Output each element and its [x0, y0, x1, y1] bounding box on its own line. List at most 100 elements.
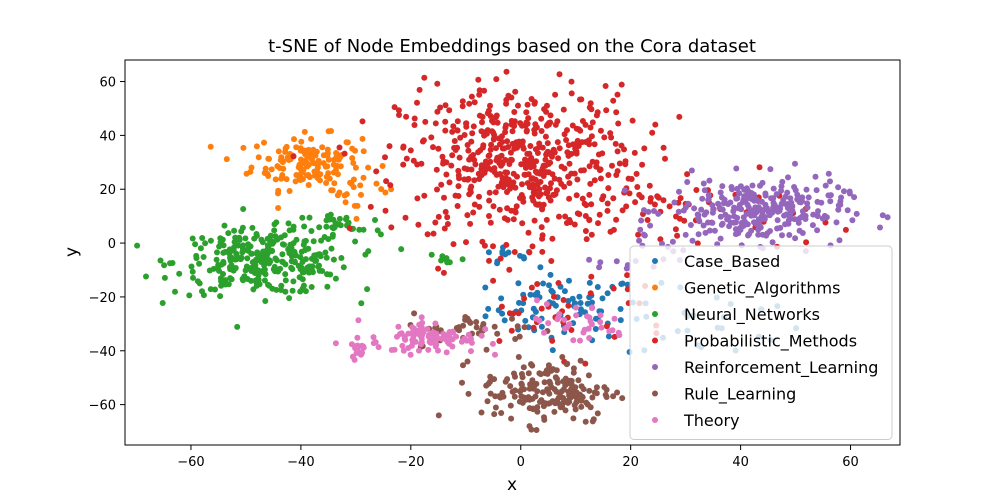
- data-point: [485, 249, 492, 256]
- data-point: [716, 204, 723, 211]
- data-point: [728, 184, 735, 190]
- data-point: [545, 320, 552, 327]
- data-point: [570, 389, 577, 396]
- data-point: [591, 141, 598, 148]
- data-point: [475, 76, 482, 83]
- data-point: [302, 288, 309, 295]
- legend: Case_Based Genetic_Algorithms Neural_Netwo…: [629, 245, 893, 440]
- data-point: [504, 205, 511, 212]
- data-point: [718, 221, 725, 228]
- data-point: [325, 170, 332, 177]
- data-point: [442, 208, 449, 215]
- y-tick-label: −20: [89, 291, 116, 306]
- data-point: [386, 143, 393, 150]
- data-point: [525, 161, 532, 168]
- data-point: [534, 408, 541, 415]
- data-point: [509, 315, 515, 322]
- data-point: [531, 99, 538, 106]
- data-point: [586, 256, 593, 263]
- data-point: [552, 374, 559, 381]
- data-point: [844, 207, 851, 214]
- data-point: [403, 113, 410, 120]
- data-point: [565, 302, 572, 309]
- data-point: [286, 295, 293, 302]
- data-point: [719, 183, 726, 190]
- data-point: [492, 114, 499, 121]
- data-point: [271, 227, 278, 234]
- data-point: [434, 80, 441, 87]
- data-point: [498, 410, 505, 416]
- data-point: [310, 238, 317, 245]
- data-point: [487, 390, 494, 397]
- data-point: [565, 388, 572, 395]
- data-point: [254, 255, 261, 262]
- data-point: [502, 169, 509, 176]
- data-point: [253, 231, 260, 237]
- data-point: [511, 393, 518, 400]
- data-point: [491, 165, 498, 172]
- data-point: [541, 379, 548, 386]
- data-point: [560, 106, 567, 113]
- data-point: [271, 263, 278, 270]
- data-point: [497, 255, 504, 262]
- data-point: [745, 232, 751, 239]
- data-point: [799, 213, 806, 219]
- data-point: [570, 337, 577, 344]
- data-point: [319, 268, 326, 274]
- data-point: [285, 157, 292, 163]
- data-point: [495, 183, 502, 190]
- legend-label: Case_Based: [684, 252, 780, 272]
- data-point: [543, 301, 550, 307]
- data-point: [566, 160, 573, 167]
- data-point: [504, 138, 511, 145]
- data-point: [387, 182, 394, 189]
- data-point: [473, 324, 480, 331]
- data-point: [223, 156, 230, 163]
- legend-label: Neural_Networks: [684, 305, 820, 325]
- data-point: [582, 121, 589, 128]
- data-point: [453, 325, 460, 331]
- data-point: [561, 165, 568, 172]
- data-point: [496, 338, 503, 344]
- data-point: [501, 317, 508, 324]
- data-point: [540, 280, 547, 287]
- data-point: [373, 180, 380, 187]
- data-point: [462, 316, 469, 323]
- data-point: [551, 293, 557, 300]
- data-point: [569, 295, 576, 302]
- data-point: [551, 408, 558, 415]
- data-point: [691, 205, 698, 212]
- data-point: [604, 200, 611, 207]
- data-point: [507, 383, 514, 390]
- data-point: [799, 194, 806, 201]
- data-point: [602, 83, 609, 89]
- data-point: [382, 207, 389, 214]
- data-point: [571, 221, 578, 228]
- data-point: [614, 389, 621, 396]
- data-point: [263, 258, 270, 265]
- data-point: [418, 339, 425, 346]
- data-point: [587, 404, 594, 411]
- data-point: [442, 118, 449, 125]
- data-point: [805, 194, 812, 201]
- data-point: [316, 262, 322, 269]
- data-point: [593, 112, 600, 119]
- data-point: [613, 258, 620, 265]
- data-point: [589, 394, 596, 401]
- data-point: [301, 238, 308, 245]
- data-point: [298, 138, 305, 145]
- data-point: [515, 102, 521, 109]
- data-point: [841, 188, 847, 195]
- data-point: [693, 187, 700, 193]
- data-point: [210, 265, 217, 272]
- data-point: [594, 410, 601, 417]
- data-point: [311, 252, 318, 259]
- data-point: [610, 97, 617, 104]
- data-point: [567, 377, 574, 384]
- data-point: [273, 219, 280, 226]
- data-point: [576, 211, 583, 218]
- data-point: [424, 231, 431, 238]
- data-point: [510, 170, 517, 177]
- data-point: [250, 286, 257, 293]
- data-point: [508, 157, 515, 163]
